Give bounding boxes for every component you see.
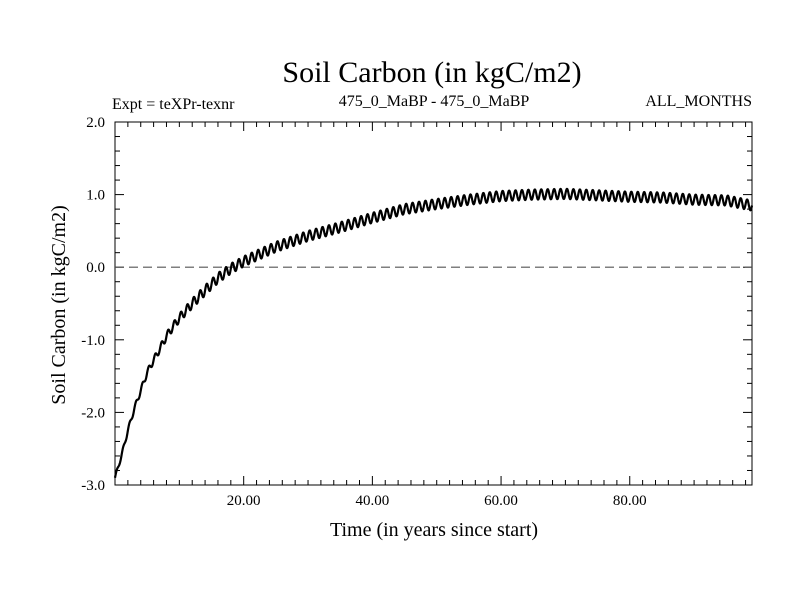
chart-subtitle-center: 475_0_MaBP - 475_0_MaBP	[339, 93, 530, 110]
plot-area: 20.00 40.00 60.00 80.00 2.0 1.0 0.0 -1.0 -2.0 -3.…	[81, 115, 754, 509]
x-tick-label: 20.00	[227, 493, 261, 509]
y-tick-label: 2.0	[86, 115, 105, 131]
plot-frame	[114, 121, 753, 486]
chart-subtitle-right: ALL_MONTHS	[645, 93, 752, 110]
x-axis-label: Time (in years since start)	[330, 519, 538, 541]
y-axis-label: Soil Carbon (in kgC/m2)	[48, 205, 70, 404]
chart-title: Soil Carbon (in kgC/m2)	[282, 56, 581, 89]
x-tick-label: 80.00	[613, 493, 647, 509]
y-tick-label: -1.0	[81, 333, 105, 349]
y-tick-label: -2.0	[81, 405, 105, 421]
x-tick-label: 40.00	[355, 493, 389, 509]
y-tick-label: -3.0	[81, 478, 105, 494]
chart-subtitle-left: Expt = teXPr-texnr	[112, 96, 235, 113]
y-tick-label: 1.0	[86, 188, 105, 204]
y-tick-label: 0.0	[86, 260, 105, 276]
soil-carbon-series-line	[113, 187, 754, 478]
x-tick-label: 60.00	[484, 493, 518, 509]
